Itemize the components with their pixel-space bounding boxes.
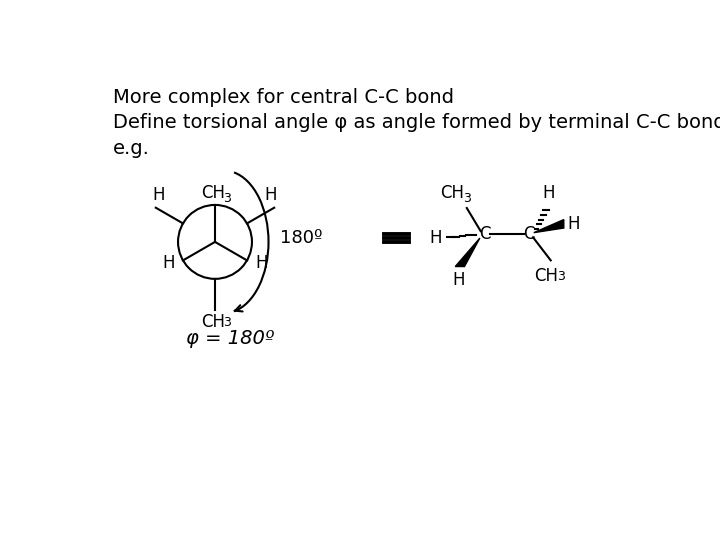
Text: e.g.: e.g. bbox=[113, 139, 150, 159]
Polygon shape bbox=[534, 220, 564, 233]
Text: CH: CH bbox=[202, 184, 225, 202]
Text: 3: 3 bbox=[557, 271, 564, 284]
Text: CH: CH bbox=[202, 313, 225, 330]
Text: CH: CH bbox=[440, 184, 464, 202]
Text: 180º: 180º bbox=[281, 229, 323, 247]
Text: 3: 3 bbox=[463, 192, 471, 205]
Text: CH: CH bbox=[534, 267, 558, 285]
Text: C: C bbox=[479, 225, 490, 243]
Polygon shape bbox=[455, 238, 480, 267]
Text: H: H bbox=[542, 184, 554, 202]
Text: φ = 180º: φ = 180º bbox=[186, 329, 274, 348]
Text: H: H bbox=[153, 186, 165, 204]
Text: H: H bbox=[452, 271, 464, 289]
Text: H: H bbox=[430, 229, 442, 247]
Text: Define torsional angle φ as angle formed by terminal C-C bonds: Define torsional angle φ as angle formed… bbox=[113, 112, 720, 132]
Text: H: H bbox=[567, 215, 580, 233]
Text: More complex for central C-C bond: More complex for central C-C bond bbox=[113, 88, 454, 107]
Text: 3: 3 bbox=[222, 316, 230, 329]
Text: 3: 3 bbox=[222, 192, 230, 205]
Text: H: H bbox=[162, 254, 174, 273]
Text: H: H bbox=[256, 254, 268, 273]
Text: H: H bbox=[265, 186, 277, 204]
Text: C: C bbox=[523, 225, 535, 243]
